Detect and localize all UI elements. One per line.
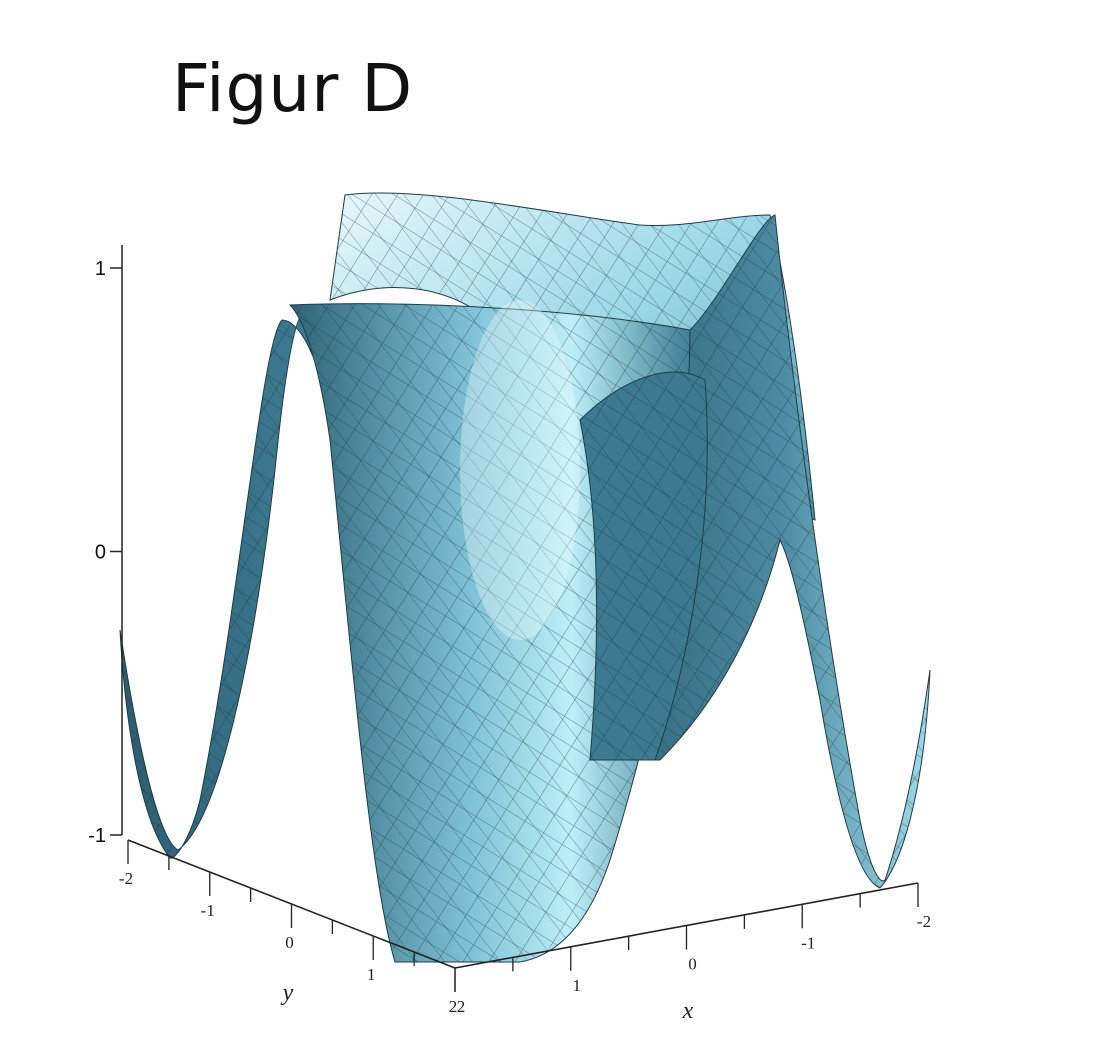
x-tick-label: 2 xyxy=(457,997,466,1016)
y-tick-label: 1 xyxy=(367,965,376,984)
x-tick-label: -1 xyxy=(801,933,815,952)
z-tick-label: 0 xyxy=(95,542,106,564)
surface-left-wall-mesh-cross xyxy=(120,310,460,960)
axes: 1 0 -1 -2 -1 0 1 2 y 2 1 0 -1 -2 x xyxy=(88,245,931,1024)
surface-right-wall-mesh-cross xyxy=(600,215,930,888)
surface-mesh xyxy=(119,192,931,963)
x-axis-label: x xyxy=(682,998,694,1024)
z-tick-label: -1 xyxy=(88,825,106,847)
z-tick-label: 1 xyxy=(95,258,106,280)
surface-inner-fold-mesh-cross xyxy=(580,372,708,760)
y-tick-label: -1 xyxy=(201,901,215,920)
y-tick-label: 0 xyxy=(285,933,294,952)
x-tick-label: 1 xyxy=(573,976,582,995)
y-tick-label: -2 xyxy=(119,869,133,888)
surface-highlight xyxy=(460,300,580,640)
chart-title: Figur D xyxy=(172,50,414,127)
x-tick-label: -2 xyxy=(917,912,931,931)
y-axis-label: y xyxy=(281,980,294,1006)
x-tick-label: 0 xyxy=(688,955,697,974)
y-tick-label: 2 xyxy=(449,997,458,1016)
